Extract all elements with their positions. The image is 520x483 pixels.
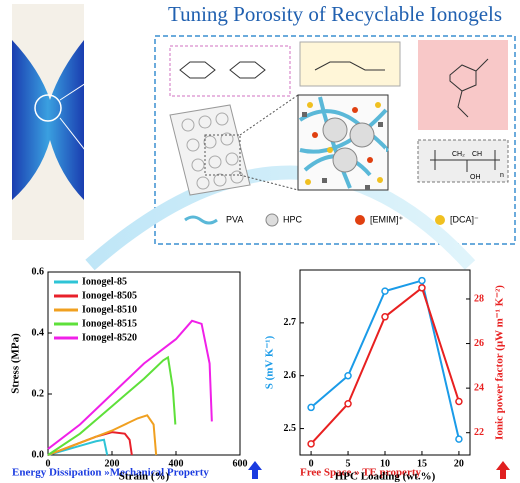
x-tick-label: 15 <box>417 458 427 469</box>
legend-icon <box>435 215 445 225</box>
legend-label: [EMIM]⁺ <box>370 214 403 224</box>
legend-label: Ionogel-85 <box>82 276 127 287</box>
plot-frame <box>47 271 241 456</box>
point <box>418 284 426 292</box>
point <box>381 287 389 295</box>
y-tick-label: 0.0 <box>32 449 45 460</box>
zoom-line <box>59 37 156 101</box>
legend-label: Ionogel-8515 <box>82 318 137 329</box>
point <box>307 440 315 448</box>
bond <box>314 61 385 71</box>
series-line <box>47 355 177 456</box>
y-tick-label: 0.2 <box>32 388 45 399</box>
series-line <box>310 286 460 445</box>
y2-tick-label: 28 <box>474 293 484 304</box>
y-axis-title: Stress (MPa) <box>10 333 22 394</box>
header-title: Tuning Porosity of Recyclable Ionogels <box>168 2 502 26</box>
legend-label: Ionogel-8505 <box>82 290 137 301</box>
x-tick-label: 0 <box>309 458 314 469</box>
structure-label: CH₂ <box>452 151 465 158</box>
point <box>307 403 315 412</box>
y2-tick-label: 26 <box>474 338 484 349</box>
up-arrow <box>496 461 510 479</box>
x-axis-title: Strain (%) <box>119 471 170 483</box>
point <box>455 397 463 406</box>
y-tick-label: 2.5 <box>284 423 297 434</box>
legend-icon <box>265 213 279 227</box>
point <box>418 276 426 285</box>
structure-label: n <box>500 172 504 179</box>
ring <box>179 61 266 79</box>
clamp-bottom <box>12 140 84 240</box>
x-tick-label: 600 <box>233 458 248 469</box>
legend-label: Ionogel-8510 <box>82 304 137 315</box>
legend-icon <box>184 215 218 225</box>
y-tick-label: 2.7 <box>284 317 297 328</box>
legend-label: HPC <box>283 214 303 224</box>
legend-label: [DCA]⁻ <box>450 214 479 224</box>
x-axis-title: HPC Loading (wt.%) <box>335 471 436 483</box>
y-tick-label: 2.6 <box>284 370 297 381</box>
porous-plate <box>169 104 251 196</box>
dca-structure <box>299 41 401 87</box>
x-tick-label: 5 <box>346 458 351 469</box>
schematic-box <box>154 35 516 245</box>
point <box>344 371 352 380</box>
legend-label: PVA <box>226 214 243 224</box>
y2-tick-label: 24 <box>474 382 484 393</box>
y-axis-title: S (mV K⁻¹) <box>264 335 276 389</box>
y2-tick-label: 22 <box>474 427 484 438</box>
network <box>239 94 389 191</box>
x-tick-label: 10 <box>380 458 390 469</box>
series-line <box>47 414 158 456</box>
series-line <box>47 438 109 456</box>
x-tick-label: 400 <box>169 458 184 469</box>
caption: Energy Dissipation »Mechanical Property <box>12 467 209 479</box>
pva-structure <box>417 139 509 183</box>
y-tick-label: 0.6 <box>32 266 45 277</box>
bond <box>430 150 500 172</box>
point <box>344 399 352 408</box>
y2-axis-title: Ionic power factor (μW m⁻¹ K⁻²) <box>494 285 506 440</box>
zoom-circle <box>34 94 62 122</box>
series-line <box>310 279 460 440</box>
x-tick-label: 200 <box>105 458 120 469</box>
ring <box>449 58 489 118</box>
arc <box>85 165 476 271</box>
emim-structure <box>418 40 508 130</box>
structure-label: OH <box>470 174 481 181</box>
point <box>381 313 389 321</box>
caption: Free Space » TE property <box>300 467 421 479</box>
legend-icon <box>355 215 365 225</box>
hpc-structure <box>169 45 291 97</box>
structure-label: CH <box>472 151 482 158</box>
legend-label: Ionogel-8520 <box>82 332 137 343</box>
x-tick-label: 20 <box>454 458 464 469</box>
point <box>455 435 463 443</box>
clamp-top <box>12 4 84 100</box>
y-tick-label: 0.4 <box>32 327 45 338</box>
up-arrow <box>248 461 262 479</box>
x-tick-label: 0 <box>46 458 51 469</box>
series-line <box>47 319 213 450</box>
